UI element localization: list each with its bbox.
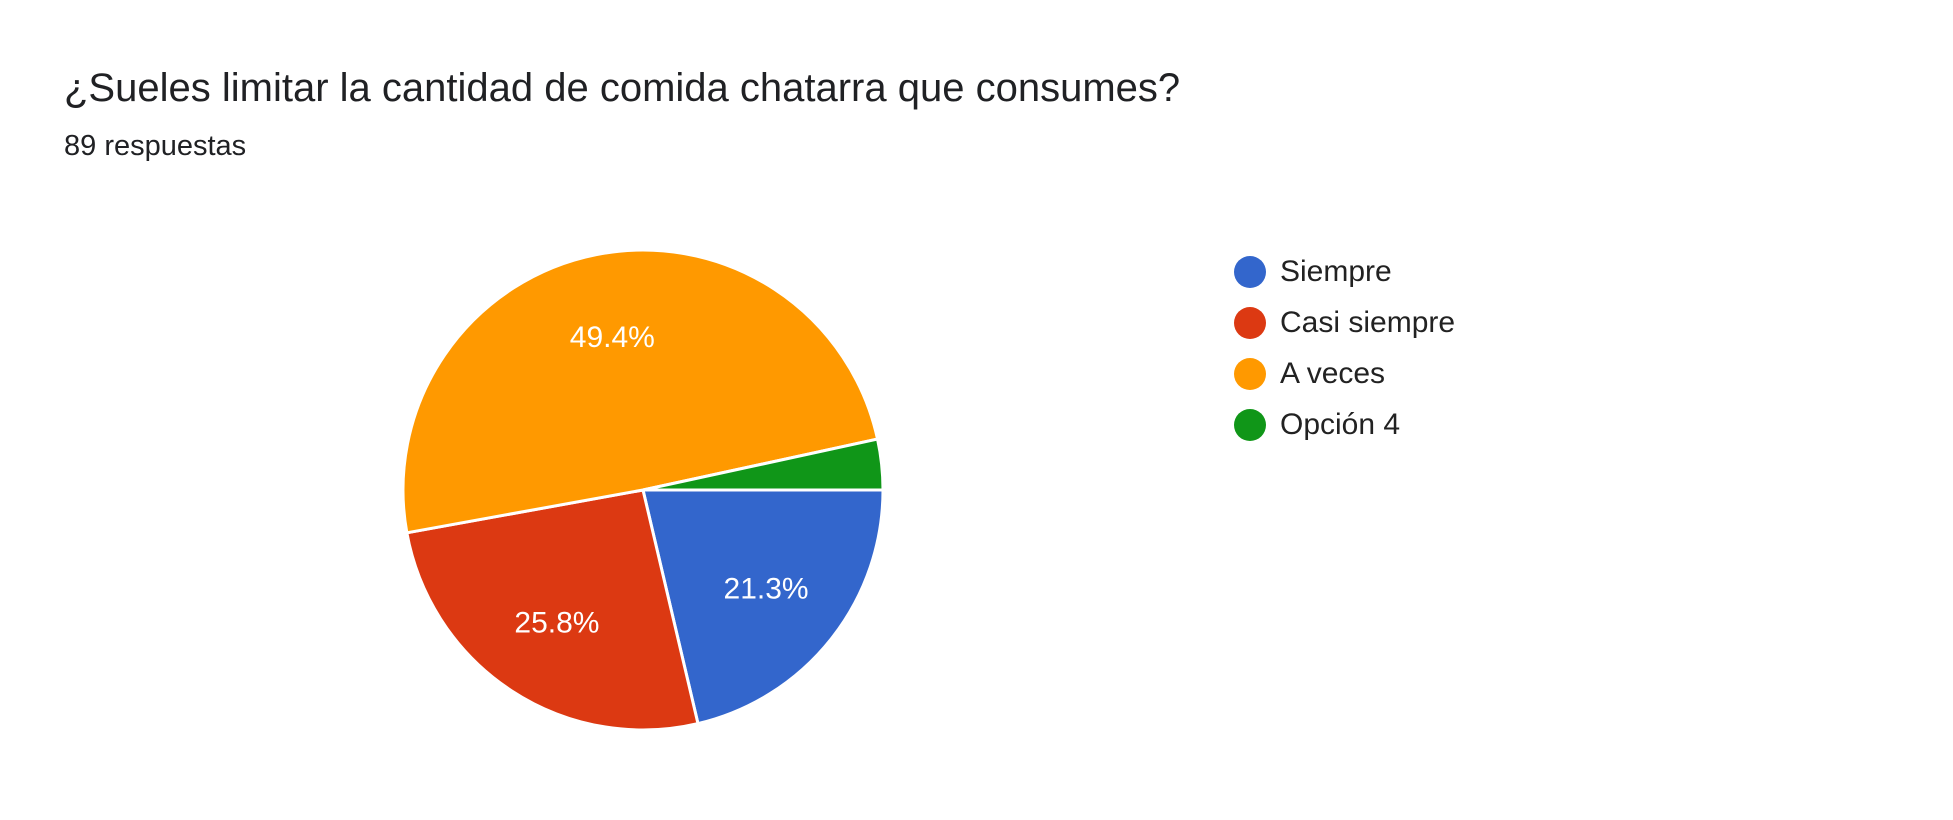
pie-slice-opción-4 [642,437,885,492]
pie-slice-label: 25.8% [514,606,599,639]
legend-item: Siempre [1234,246,1455,297]
legend-label: Opción 4 [1280,407,1401,441]
pie-slice-label: 49.4% [570,321,655,354]
pie-slice-casi-siempre [405,488,700,732]
pie-slice-siempre [641,488,885,726]
legend-item: Casi siempre [1234,297,1455,348]
legend-swatch-icon [1234,306,1266,339]
question-title: ¿Sueles limitar la cantidad de comida ch… [64,66,1181,110]
legend-swatch-icon [1234,408,1266,441]
legend-label: Siempre [1280,254,1392,288]
legend-label: Casi siempre [1280,305,1456,339]
legend-item: A veces [1234,348,1455,399]
legend-swatch-icon [1234,357,1266,390]
legend-swatch-icon [1234,255,1266,288]
legend-label: A veces [1280,356,1386,390]
pie-slice-a-veces [401,248,880,535]
response-count: 89 respuestas [64,130,247,162]
chart-legend: Siempre Casi siempre A veces Opción 4 [1234,246,1455,450]
pie-slice-label: 21.3% [724,572,809,605]
legend-item: Opción 4 [1234,399,1455,450]
